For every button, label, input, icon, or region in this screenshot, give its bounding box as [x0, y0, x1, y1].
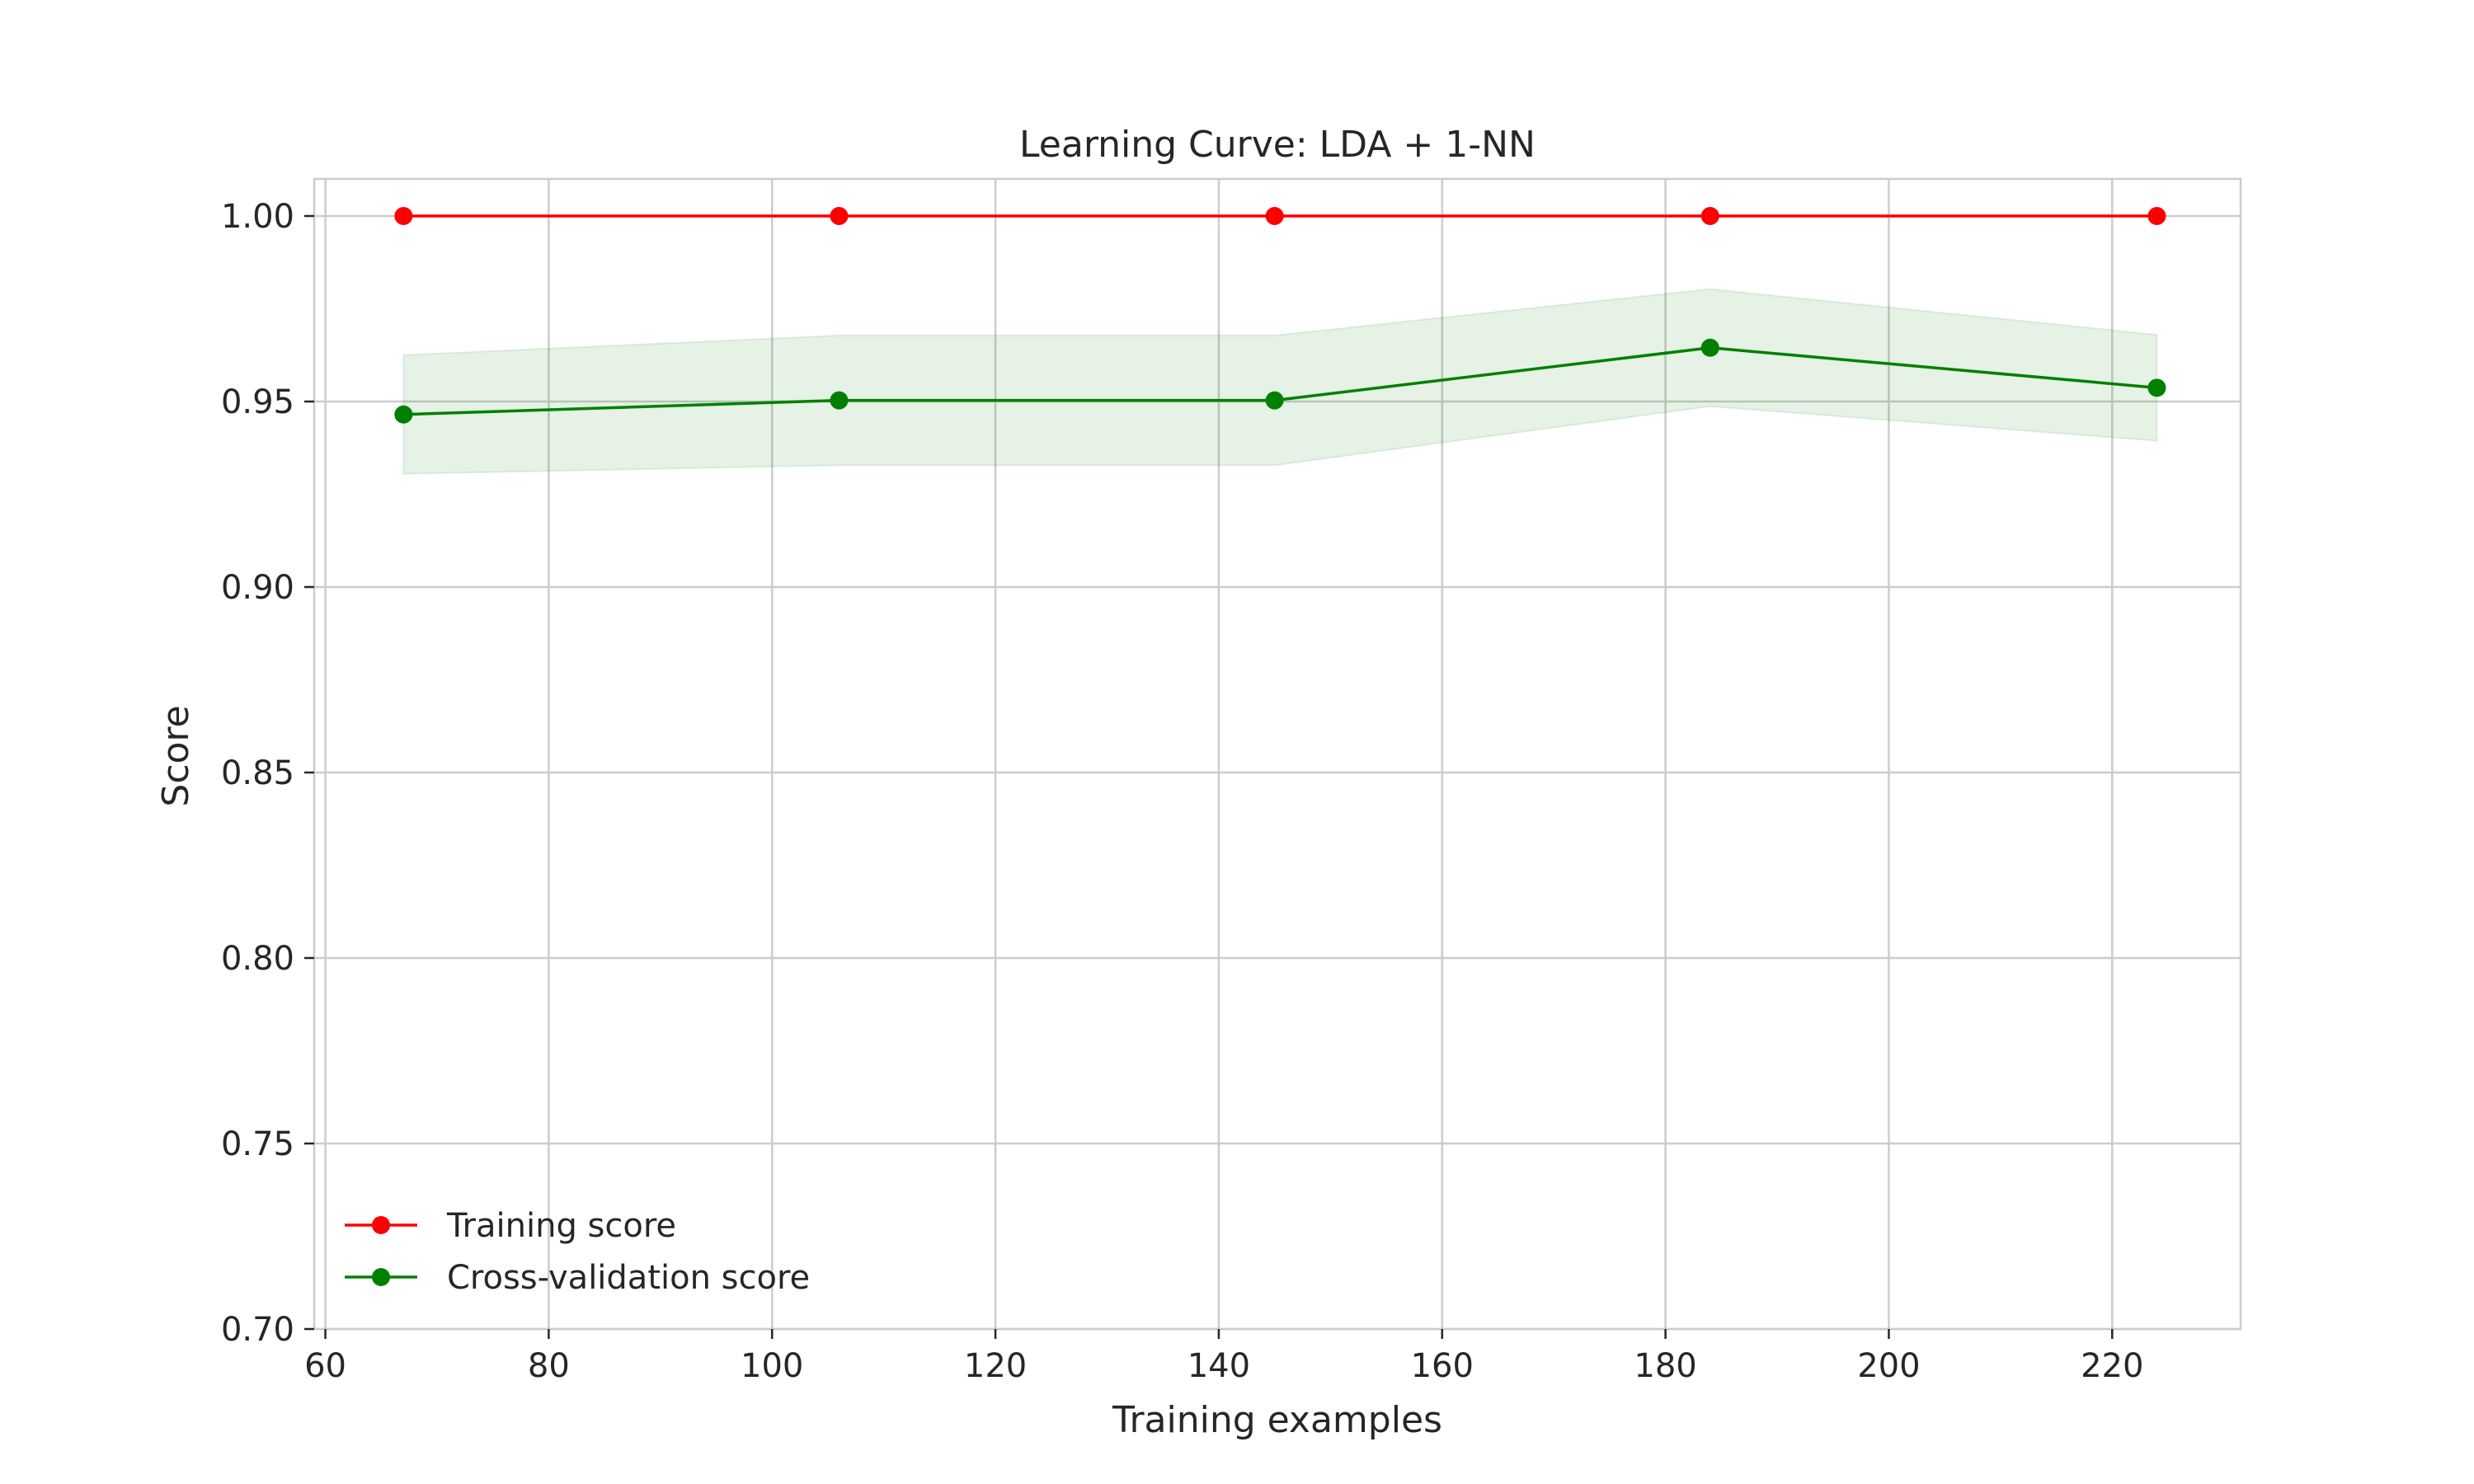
- y-tick-label: 0.95: [221, 383, 294, 421]
- training-score-point: [394, 207, 413, 225]
- training-score-point: [1700, 207, 1719, 225]
- cross-validation-score-point: [1265, 391, 1284, 410]
- x-tick-label: 160: [1411, 1347, 1474, 1385]
- x-axis-label: Training examples: [1112, 1399, 1442, 1441]
- legend-label-cross-validation: Cross-validation score: [447, 1259, 810, 1297]
- legend-label-training: Training score: [446, 1207, 676, 1245]
- chart-title: Learning Curve: LDA + 1-NN: [1019, 124, 1536, 166]
- axis-ticks: 60 80 100 120 140 160 180 200 220 0.70 0.75 0.80 0.8…: [221, 198, 2144, 1385]
- x-tick-label: 60: [304, 1347, 346, 1385]
- x-tick-label: 180: [1634, 1347, 1696, 1385]
- legend-marker-cross-validation: [372, 1268, 390, 1286]
- y-tick-label: 1.00: [221, 198, 294, 236]
- cross-validation-score-point: [1700, 338, 1719, 357]
- y-axis-label: Score: [155, 705, 197, 806]
- y-tick-label: 0.75: [221, 1125, 294, 1163]
- cross-validation-score-point: [830, 391, 849, 410]
- legend-item-training: Training score: [345, 1207, 676, 1245]
- x-tick-label: 220: [2081, 1347, 2143, 1385]
- y-tick-label: 0.85: [221, 754, 294, 792]
- x-tick-label: 80: [528, 1347, 570, 1385]
- data-series: [394, 207, 2166, 424]
- training-score-point: [830, 207, 849, 225]
- confidence-bands: [402, 288, 2158, 475]
- legend: Training score Cross-validation score: [345, 1207, 810, 1297]
- legend-marker-training: [372, 1216, 390, 1234]
- y-tick-label: 0.80: [221, 940, 294, 978]
- y-tick-label: 0.70: [221, 1311, 294, 1349]
- x-tick-label: 120: [964, 1347, 1027, 1385]
- legend-item-cross-validation: Cross-validation score: [345, 1259, 810, 1297]
- y-tick-label: 0.90: [221, 569, 294, 607]
- plot-area-frame: [313, 177, 2242, 1331]
- x-tick-label: 200: [1857, 1347, 1920, 1385]
- cross-validation-score-point: [394, 405, 413, 424]
- training-score-point: [2147, 207, 2166, 225]
- x-tick-label: 100: [741, 1347, 803, 1385]
- x-tick-label: 140: [1188, 1347, 1250, 1385]
- cross-validation-score-band: [402, 288, 2158, 475]
- training-score-point: [1265, 207, 1284, 225]
- cross-validation-score-point: [2147, 378, 2166, 397]
